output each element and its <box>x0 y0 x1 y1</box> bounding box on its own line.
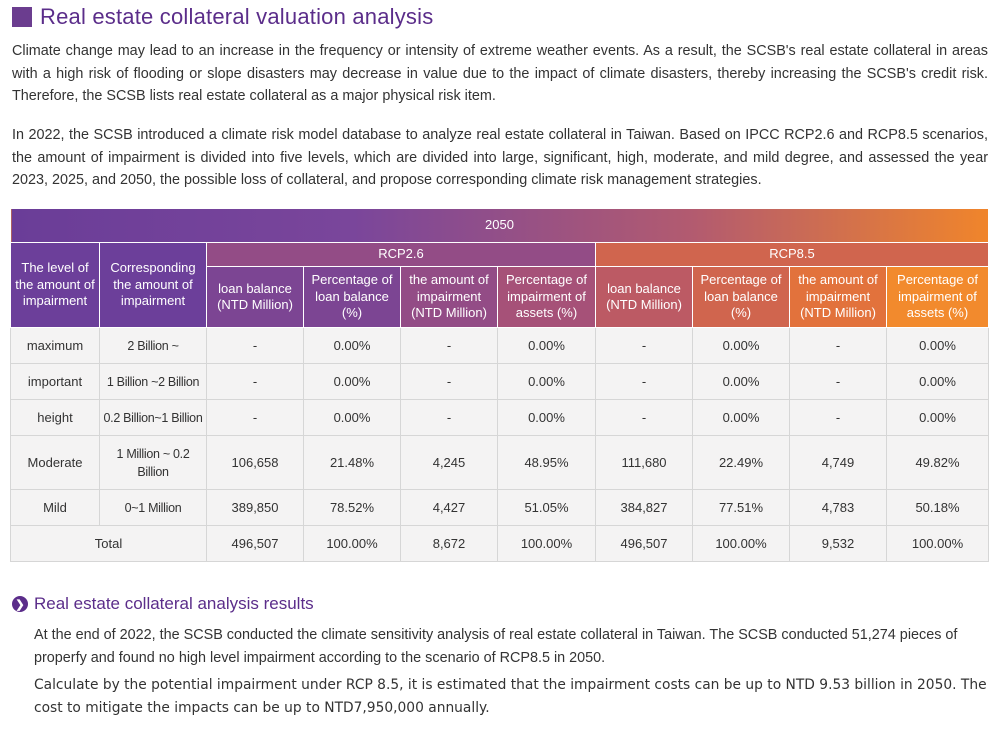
value-cell: 78.52% <box>303 489 401 526</box>
value-cell: - <box>595 327 693 364</box>
value-cell: 50.18% <box>885 489 990 526</box>
level-cell: Mild <box>10 489 100 526</box>
value-cell: 106,658 <box>206 435 304 490</box>
rcp26-loan-percentage-header: Percentage of loan balance (%) <box>303 266 401 328</box>
total-cell: 100.00% <box>692 525 790 562</box>
range-cell: 2 Billion ~ <box>99 327 207 364</box>
rcp85-impairment-amount-header: the amount of impairment (NTD Million) <box>789 266 887 328</box>
section-title: Real estate collateral valuation analysi… <box>12 4 433 30</box>
chevron-right-circle-icon: ❯ <box>12 596 28 612</box>
value-cell: 77.51% <box>692 489 790 526</box>
level-cell: Moderate <box>10 435 100 490</box>
scenario-rcp26-header: RCP2.6 <box>206 242 596 267</box>
value-cell: 49.82% <box>885 435 990 490</box>
total-cell: 8,672 <box>400 525 498 562</box>
corresponding-column-header: Corresponding the amount of impairment <box>99 242 207 328</box>
page-title: Real estate collateral valuation analysi… <box>40 4 434 29</box>
value-cell: 389,850 <box>206 489 304 526</box>
value-cell: 0.00% <box>885 399 990 436</box>
value-cell: 21.48% <box>303 435 401 490</box>
total-cell: 496,507 <box>206 525 304 562</box>
table-row: Mild 0~1 Million 389,850 78.52% 4,427 51… <box>10 489 990 526</box>
value-cell: - <box>206 363 304 400</box>
value-cell: - <box>789 327 887 364</box>
table-row: height 0.2 Billion~1 Billion - 0.00% - 0… <box>10 399 990 436</box>
range-cell: 0.2 Billion~1 Billion <box>99 399 207 436</box>
rcp26-loan-balance-header: loan balance (NTD Million) <box>206 266 304 328</box>
value-cell: - <box>400 327 498 364</box>
results-section-header: ❯ Real estate collateral analysis result… <box>12 594 314 614</box>
results-heading: Real estate collateral analysis results <box>34 594 314 613</box>
rcp26-impairment-amount-header: the amount of impairment (NTD Million) <box>400 266 498 328</box>
rcp26-impairment-percentage-header: Percentage of impairment of assets (%) <box>497 266 596 328</box>
value-cell: 4,427 <box>400 489 498 526</box>
value-cell: - <box>400 363 498 400</box>
range-cell: 1 Million ~ 0.2 Billion <box>99 435 207 490</box>
table-row: Moderate 1 Million ~ 0.2 Billion 106,658… <box>10 435 990 490</box>
value-cell: 384,827 <box>595 489 693 526</box>
value-cell: 4,783 <box>789 489 887 526</box>
intro-paragraph-2: In 2022, the SCSB introduced a climate r… <box>12 127 988 188</box>
range-cell: 1 Billion ~2 Billion <box>99 363 207 400</box>
value-cell: 4,749 <box>789 435 887 490</box>
table-row: maximum 2 Billion ~ - 0.00% - 0.00% - 0.… <box>10 327 990 364</box>
level-cell: important <box>10 363 100 400</box>
value-cell: 0.00% <box>303 363 401 400</box>
total-label: Total <box>10 525 207 562</box>
value-cell: - <box>789 399 887 436</box>
value-cell: - <box>595 399 693 436</box>
value-cell: 0.00% <box>885 363 990 400</box>
year-header: 2050 <box>9 208 990 243</box>
square-bullet-icon <box>12 7 32 27</box>
level-column-header: The level of the amount of impairment <box>10 242 100 328</box>
value-cell: - <box>789 363 887 400</box>
total-row: Total 496,507 100.00% 8,672 100.00% 496,… <box>10 525 990 562</box>
value-cell: 48.95% <box>497 435 596 490</box>
value-cell: - <box>206 327 304 364</box>
rcp85-loan-balance-header: loan balance (NTD Million) <box>595 266 693 328</box>
value-cell: 0.00% <box>692 399 790 436</box>
range-cell: 0~1 Million <box>99 489 207 526</box>
total-cell: 9,532 <box>789 525 887 562</box>
value-cell: 0.00% <box>303 327 401 364</box>
level-cell: maximum <box>10 327 100 364</box>
value-cell: 111,680 <box>595 435 693 490</box>
value-cell: 0.00% <box>497 399 596 436</box>
value-cell: 0.00% <box>885 327 990 364</box>
results-paragraph-1: At the end of 2022, the SCSB conducted t… <box>34 627 958 666</box>
value-cell: 4,245 <box>400 435 498 490</box>
intro-paragraph-1: Climate change may lead to an increase i… <box>12 43 988 104</box>
value-cell: 0.00% <box>692 363 790 400</box>
scenario-rcp85-header: RCP8.5 <box>594 242 990 267</box>
total-cell: 496,507 <box>595 525 693 562</box>
value-cell: - <box>206 399 304 436</box>
results-paragraph-2: Calculate by the potential impairment un… <box>34 677 987 716</box>
total-cell: 100.00% <box>497 525 596 562</box>
value-cell: 0.00% <box>497 327 596 364</box>
total-cell: 100.00% <box>303 525 401 562</box>
table-row: important 1 Billion ~2 Billion - 0.00% -… <box>10 363 990 400</box>
level-cell: height <box>10 399 100 436</box>
value-cell: 51.05% <box>497 489 596 526</box>
value-cell: - <box>400 399 498 436</box>
value-cell: 0.00% <box>303 399 401 436</box>
rcp85-loan-percentage-header: Percentage of loan balance (%) <box>692 266 790 328</box>
value-cell: 0.00% <box>497 363 596 400</box>
rcp85-impairment-percentage-header: Percentage of impairment of assets (%) <box>885 266 990 328</box>
value-cell: - <box>595 363 693 400</box>
value-cell: 0.00% <box>692 327 790 364</box>
valuation-table: 2050 The level of the amount of impairme… <box>9 208 990 562</box>
total-cell: 100.00% <box>885 525 990 562</box>
value-cell: 22.49% <box>692 435 790 490</box>
